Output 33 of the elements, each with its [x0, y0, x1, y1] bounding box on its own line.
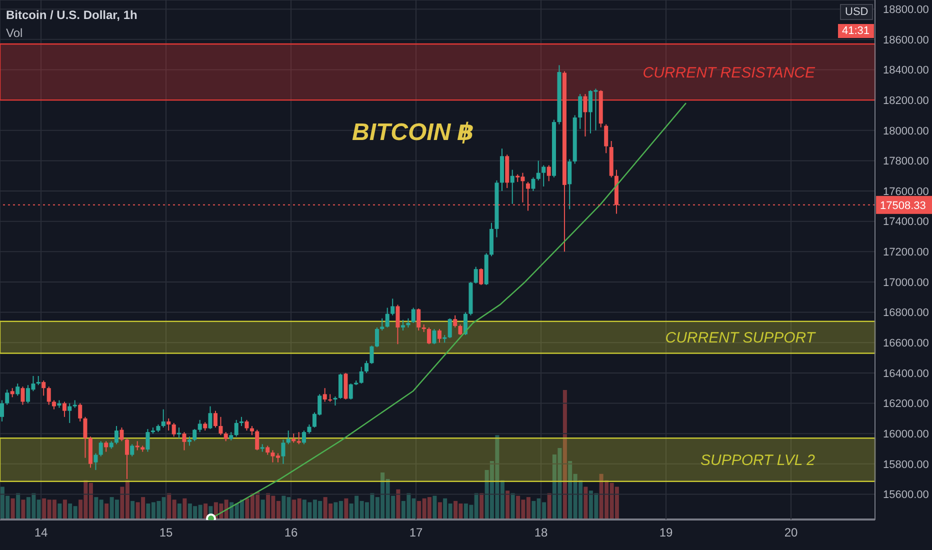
- x-tick-label: 15: [159, 526, 173, 540]
- y-tick-label: 18200.00: [883, 94, 929, 107]
- y-tick-label: 18800.00: [883, 4, 929, 16]
- y-tick-label: 16200.00: [883, 398, 929, 410]
- y-tick-label: 18000.00: [883, 125, 929, 138]
- y-tick-label: 16400.00: [883, 368, 929, 380]
- y-tick-label: 15600.00: [883, 489, 929, 502]
- y-tick-label: 17400.00: [883, 216, 929, 228]
- y-tick-label: 17800.00: [883, 156, 929, 168]
- annotation: BITCOIN ฿: [352, 118, 474, 147]
- text: Bitcoin / U.S. Dollar, 1h: [6, 8, 138, 22]
- y-tick-label: 18600.00: [883, 34, 929, 46]
- chart-title: Vol: [6, 26, 23, 40]
- band-label: CURRENT RESISTANCE: [642, 64, 816, 82]
- y-tick-label: 18400.00: [883, 64, 929, 77]
- y-tick-label: 16600.00: [883, 338, 929, 350]
- x-tick-label: 20: [784, 526, 798, 540]
- ref-line-label: 17508.33: [880, 200, 926, 212]
- y-tick-label: 15800.00: [883, 458, 929, 471]
- y-tick-label: 16000.00: [883, 428, 929, 440]
- x-tick-label: 17: [409, 526, 423, 540]
- x-tick-label: 18: [534, 526, 548, 540]
- x-tick-label: 16: [284, 526, 298, 540]
- x-tick-label: 19: [659, 526, 673, 540]
- band-label: SUPPORT LVL 2: [700, 452, 816, 470]
- y-tick-label: 17600.00: [883, 186, 929, 198]
- y-tick-label: 17200.00: [883, 246, 929, 259]
- y-tick-label: 16800.00: [883, 307, 929, 320]
- band-label: CURRENT SUPPORT: [665, 330, 817, 347]
- y-tick-label: 17000.00: [883, 276, 929, 289]
- x-tick-label: 14: [34, 526, 48, 540]
- annotation: USD: [840, 4, 874, 20]
- annotation: 41:31: [838, 24, 874, 38]
